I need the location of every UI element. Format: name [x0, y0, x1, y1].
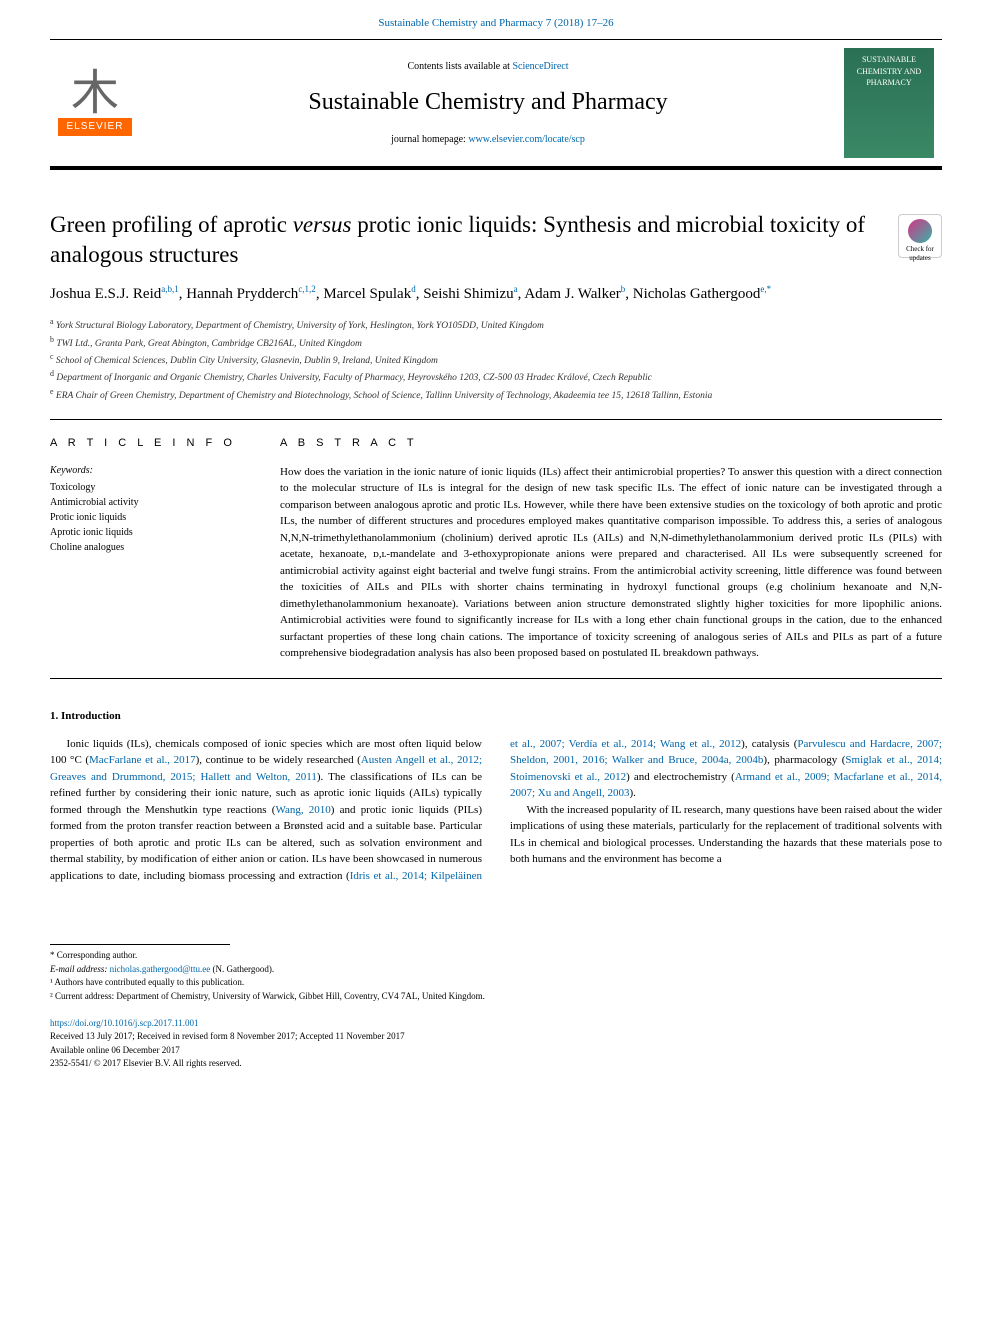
publisher-logo: ⽊ ELSEVIER	[50, 62, 140, 144]
keyword: Aprotic ionic liquids	[50, 525, 250, 540]
text: ) and electrochemistry (	[626, 771, 735, 783]
author-sup: b	[621, 284, 626, 294]
doi-link[interactable]: https://doi.org/10.1016/j.scp.2017.11.00…	[50, 1017, 942, 1031]
authors-list: Joshua E.S.J. Reida,b,1, Hannah Prydderc…	[50, 282, 942, 306]
received-dates: Received 13 July 2017; Received in revis…	[50, 1030, 942, 1044]
email-link[interactable]: nicholas.gathergood@ttu.ee	[110, 964, 211, 974]
section-heading: 1. Introduction	[50, 709, 942, 724]
author-sup: e,*	[760, 284, 771, 294]
author: Seishi Shimizua	[423, 286, 517, 302]
contents-pre: Contents lists available at	[407, 61, 512, 72]
header-center: Contents lists available at ScienceDirec…	[140, 50, 836, 158]
title-pre: Green profiling of aprotic	[50, 212, 293, 237]
check-updates-badge[interactable]: Check for updates	[898, 214, 942, 258]
keyword: Protic ionic liquids	[50, 510, 250, 525]
homepage-link[interactable]: www.elsevier.com/locate/scp	[468, 134, 585, 145]
email-line: E-mail address: nicholas.gathergood@ttu.…	[50, 963, 942, 977]
author: Nicholas Gathergoode,*	[633, 286, 771, 302]
crossmark-icon	[908, 219, 932, 243]
available-date: Available online 06 December 2017	[50, 1044, 942, 1058]
divider	[50, 419, 942, 420]
publisher-name: ELSEVIER	[58, 118, 132, 136]
text: ), continue to be widely researched (	[196, 754, 361, 766]
journal-name: Sustainable Chemistry and Pharmacy	[150, 86, 826, 120]
info-abstract-row: A R T I C L E I N F O Keywords: Toxicolo…	[50, 436, 942, 661]
affiliation: c School of Chemical Sciences, Dublin Ci…	[50, 351, 942, 368]
author: Joshua E.S.J. Reida,b,1	[50, 286, 179, 302]
affiliation: d Department of Inorganic and Organic Ch…	[50, 368, 942, 385]
copyright: 2352-5541/ © 2017 Elsevier B.V. All righ…	[50, 1057, 942, 1071]
sciencedirect-link[interactable]: ScienceDirect	[512, 61, 568, 72]
author: Hannah Prydderchc,1,2	[186, 286, 316, 302]
text: ), pharmacology (	[763, 754, 845, 766]
check-updates-label: Check for updates	[906, 245, 934, 262]
email-label: E-mail address:	[50, 964, 110, 974]
affiliation: e ERA Chair of Green Chemistry, Departme…	[50, 386, 942, 403]
citation-link[interactable]: MacFarlane et al., 2017	[89, 754, 196, 766]
corresponding-author: * Corresponding author.	[50, 949, 942, 963]
journal-cover-thumbnail: SUSTAINABLE CHEMISTRY AND PHARMACY	[844, 48, 934, 158]
author-sup: d	[411, 284, 416, 294]
homepage-pre: journal homepage:	[391, 134, 468, 145]
contents-line: Contents lists available at ScienceDirec…	[150, 60, 826, 74]
abstract-col: A B S T R A C T How does the variation i…	[280, 436, 942, 661]
keyword: Choline analogues	[50, 540, 250, 555]
footer-rule	[50, 944, 230, 945]
body-section: 1. Introduction Ionic liquids (ILs), che…	[50, 709, 942, 885]
article-title: Green profiling of aprotic versus protic…	[50, 210, 942, 270]
keywords-label: Keywords:	[50, 464, 250, 478]
journal-citation: Sustainable Chemistry and Pharmacy 7 (20…	[0, 0, 992, 39]
journal-header: ⽊ ELSEVIER Contents lists available at S…	[50, 39, 942, 170]
keyword: Antimicrobial activity	[50, 495, 250, 510]
author-sup: a	[514, 284, 518, 294]
abstract-text: How does the variation in the ionic natu…	[280, 464, 942, 662]
keyword: Toxicology	[50, 480, 250, 495]
author-note: ¹ Authors have contributed equally to th…	[50, 976, 942, 990]
author-sup: c,1,2	[298, 284, 316, 294]
footer: * Corresponding author. E-mail address: …	[50, 944, 942, 1071]
author: Marcel Spulakd	[323, 286, 415, 302]
body-text: Ionic liquids (ILs), chemicals composed …	[50, 736, 942, 885]
article-info-col: A R T I C L E I N F O Keywords: Toxicolo…	[50, 436, 250, 661]
affiliation: a York Structural Biology Laboratory, De…	[50, 316, 942, 333]
email-attr: (N. Gathergood).	[210, 964, 274, 974]
author-sup: a,b,1	[161, 284, 179, 294]
citation-link[interactable]: Wang, 2010	[275, 804, 330, 816]
author: Adam J. Walkerb	[524, 286, 625, 302]
article-info-label: A R T I C L E I N F O	[50, 436, 250, 451]
paragraph: With the increased popularity of IL rese…	[510, 802, 942, 868]
text: ).	[629, 787, 635, 799]
homepage-line: journal homepage: www.elsevier.com/locat…	[150, 133, 826, 147]
abstract-label: A B S T R A C T	[280, 436, 942, 451]
affiliation: b TWI Ltd., Granta Park, Great Abington,…	[50, 334, 942, 351]
author-note: ² Current address: Department of Chemist…	[50, 990, 942, 1004]
divider	[50, 678, 942, 679]
affiliations-list: a York Structural Biology Laboratory, De…	[50, 316, 942, 403]
keywords-list: ToxicologyAntimicrobial activityProtic i…	[50, 480, 250, 555]
elsevier-tree-icon: ⽊	[58, 70, 132, 118]
title-versus: versus	[293, 212, 352, 237]
text: ), catalysis (	[741, 738, 797, 750]
